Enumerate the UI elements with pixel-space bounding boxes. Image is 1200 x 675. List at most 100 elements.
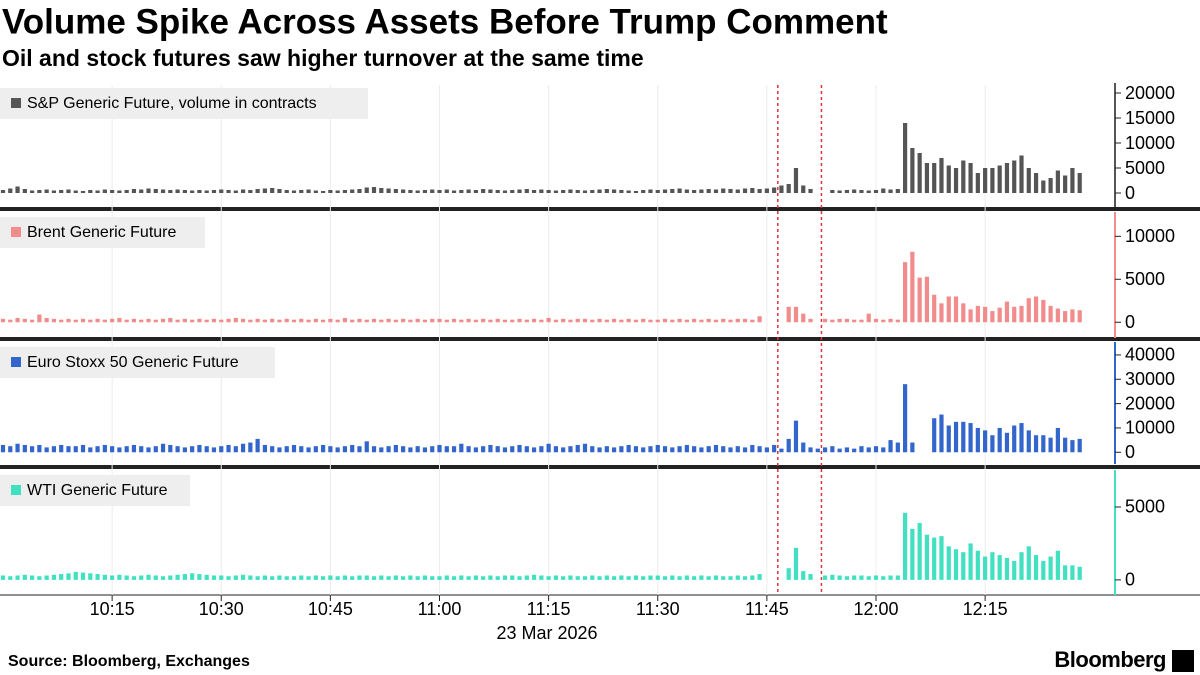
bar xyxy=(415,318,420,323)
bar xyxy=(713,575,719,580)
bar xyxy=(386,188,391,193)
bar xyxy=(459,443,464,453)
x-tick-label: 11:00 xyxy=(418,599,462,619)
bar xyxy=(102,444,107,453)
bar xyxy=(881,447,886,453)
bar xyxy=(670,447,675,453)
bar xyxy=(73,446,78,453)
bar xyxy=(357,189,362,193)
bar xyxy=(160,443,166,453)
bar xyxy=(204,446,209,453)
bar xyxy=(30,190,35,193)
bar xyxy=(459,190,464,193)
bar xyxy=(306,189,311,193)
bar xyxy=(1041,560,1046,580)
bar xyxy=(830,319,835,323)
bar xyxy=(510,446,515,453)
bar xyxy=(219,319,224,323)
bar xyxy=(750,444,755,453)
bar xyxy=(313,575,318,580)
bar xyxy=(1019,423,1024,453)
bar xyxy=(0,190,6,193)
bar xyxy=(510,319,515,323)
bar xyxy=(844,190,849,193)
bar xyxy=(1033,173,1039,193)
bar xyxy=(1077,438,1082,453)
panel-divider xyxy=(0,207,1200,211)
bar xyxy=(953,421,959,453)
bar xyxy=(240,574,246,580)
bar xyxy=(852,575,857,580)
bar xyxy=(8,576,13,580)
bar xyxy=(459,575,464,580)
legend-box xyxy=(0,88,368,119)
bar xyxy=(8,319,13,323)
bar xyxy=(22,444,27,453)
bar xyxy=(517,189,522,193)
bar xyxy=(786,306,791,323)
bar xyxy=(830,190,835,193)
bar xyxy=(626,444,631,453)
bar xyxy=(808,318,813,323)
logo-icon xyxy=(1172,650,1194,672)
bar xyxy=(619,575,624,580)
bar xyxy=(648,319,653,323)
bar xyxy=(1033,555,1039,580)
bar xyxy=(662,189,668,193)
bar xyxy=(699,189,704,193)
bar xyxy=(73,319,78,323)
bar xyxy=(706,189,711,193)
bar xyxy=(582,190,588,193)
bar xyxy=(422,319,428,323)
bar xyxy=(30,575,35,580)
bar xyxy=(837,448,842,453)
bar xyxy=(677,446,682,453)
bar xyxy=(430,446,435,453)
logo: Bloomberg xyxy=(1054,647,1166,672)
bar xyxy=(321,576,326,580)
bar xyxy=(641,318,646,323)
bar xyxy=(0,575,6,580)
bar xyxy=(204,190,209,193)
bar xyxy=(328,318,333,323)
bar xyxy=(182,318,187,323)
bar xyxy=(721,446,726,453)
bar xyxy=(903,384,908,453)
bar xyxy=(757,574,762,580)
bar xyxy=(1070,309,1075,323)
bar xyxy=(932,537,937,580)
y-tick-label: 15000 xyxy=(1125,108,1175,128)
bar xyxy=(1063,565,1068,580)
bar xyxy=(597,189,602,193)
bar xyxy=(131,189,137,193)
bar xyxy=(655,444,660,453)
bar xyxy=(633,446,639,453)
bar xyxy=(706,576,711,580)
bar xyxy=(488,189,493,193)
bar xyxy=(110,446,115,453)
bar xyxy=(983,306,988,323)
bar xyxy=(568,319,573,323)
bar xyxy=(233,446,238,453)
bar xyxy=(546,576,551,580)
bar xyxy=(524,446,529,453)
bar xyxy=(524,575,529,580)
bar xyxy=(451,190,457,193)
bar xyxy=(946,425,951,453)
bar xyxy=(895,442,900,453)
bar xyxy=(597,576,602,580)
bar xyxy=(895,319,900,323)
bar xyxy=(1012,425,1017,453)
bar xyxy=(604,189,609,193)
bar xyxy=(350,189,355,193)
bar xyxy=(924,534,930,580)
bar xyxy=(764,447,769,453)
bar xyxy=(939,414,944,453)
bar xyxy=(481,576,486,580)
bar xyxy=(641,447,646,453)
bar xyxy=(561,318,566,323)
bar xyxy=(473,319,478,323)
bar xyxy=(633,575,639,580)
bar xyxy=(1012,160,1017,193)
bar xyxy=(430,576,435,580)
